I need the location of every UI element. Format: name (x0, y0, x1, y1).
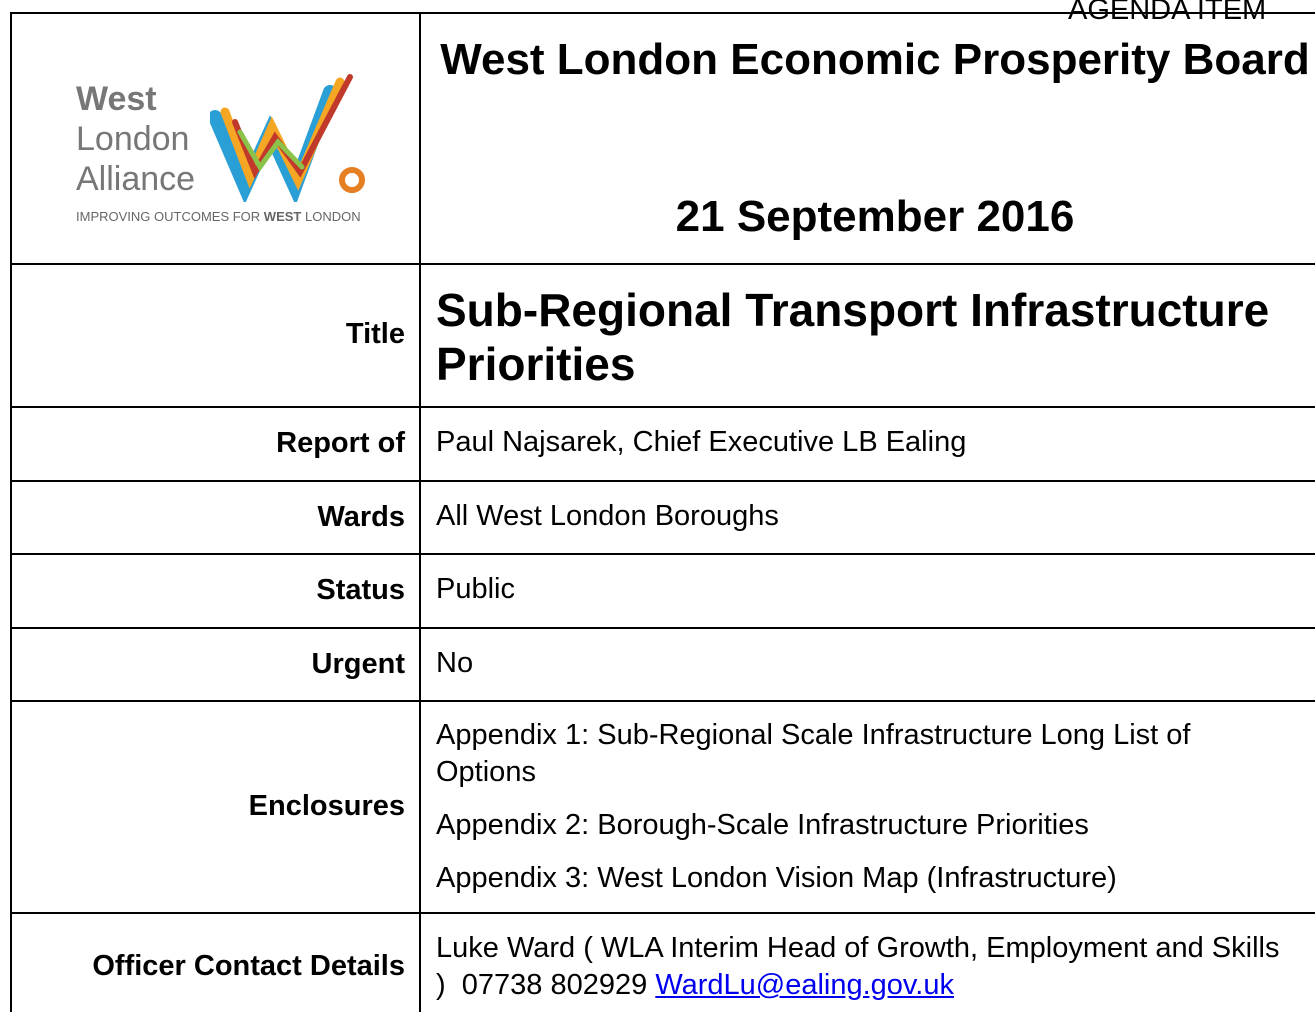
logo: West London Alliance IMPROVING OUTCOMES … (60, 70, 390, 230)
row-label: Title (345, 318, 405, 350)
logo-text: Alliance (76, 160, 196, 198)
enclosure: Appendix 3: West London Vision Map (Infr… (436, 862, 1117, 894)
row-value: Public (436, 573, 515, 605)
row-value: Paul Najsarek, Chief Executive LB Ealing (436, 426, 967, 458)
contact-text: Luke Ward ( WLA Interim Head of Growth, … (436, 932, 1288, 1001)
report-title: Sub-Regional Transport Infrastructure Pr… (436, 284, 1270, 390)
row-label: Enclosures (248, 790, 405, 822)
row-value: All West London Boroughs (436, 500, 779, 532)
row-label: Officer Contact Details (92, 950, 405, 982)
rule (10, 627, 1315, 629)
row-label: Status (316, 574, 405, 606)
rule (10, 263, 1315, 265)
row-label: Urgent (311, 648, 405, 680)
rule (10, 480, 1315, 482)
contact: Luke Ward ( WLA Interim Head of Growth, … (436, 930, 1296, 1004)
logo-mark (210, 74, 365, 202)
logo-tagline: IMPROVING OUTCOMES FOR WEST LONDON (76, 209, 361, 224)
enclosure: Appendix 1: Sub-Regional Scale Infrastru… (436, 719, 1191, 788)
tagline-part: LONDON (301, 209, 361, 224)
row-value: No (436, 647, 474, 679)
tagline-part: IMPROVING OUTCOMES FOR (76, 209, 264, 224)
rule (10, 553, 1315, 555)
email-link[interactable]: WardLu@ealing.gov.uk (655, 969, 954, 1001)
tagline-part: WEST (263, 209, 302, 224)
row-label: Wards (317, 501, 405, 533)
rule (419, 12, 421, 1012)
rule (10, 406, 1315, 408)
meeting-date: 21 September 2016 (675, 192, 1075, 241)
rule (10, 12, 1315, 14)
row-label: Report of (276, 427, 405, 459)
rule (10, 700, 1315, 702)
logo-text: West (76, 80, 157, 118)
enclosure: Appendix 2: Borough-Scale Infrastructure… (436, 809, 1089, 841)
board-title: West London Economic Prosperity Board (440, 35, 1310, 84)
logo-text: London (76, 120, 190, 158)
rule (10, 12, 12, 1012)
rule (10, 912, 1315, 914)
